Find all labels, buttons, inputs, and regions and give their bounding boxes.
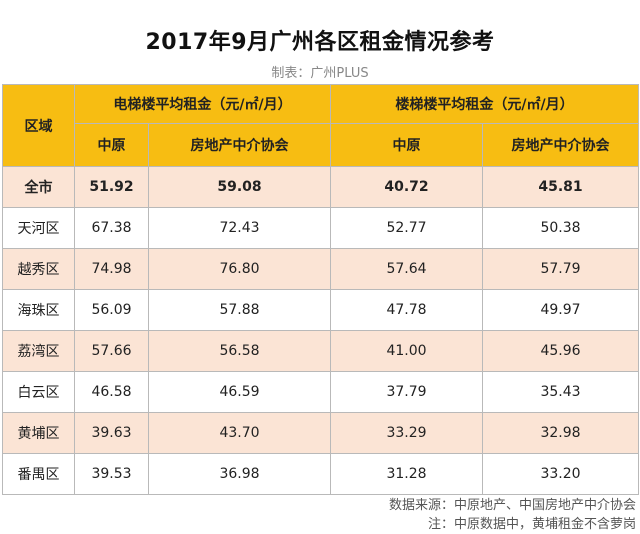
value-cell: 39.53 [74,453,149,495]
value-cell: 45.81 [482,166,640,208]
data-source-note: 数据来源：中原地产、中国房地产中介协会 [388,498,636,513]
header-row-2: 中原 房地产中介协会 中原 房地产中介协会 [3,123,640,167]
value-cell: 32.98 [482,412,640,454]
table-row: 番禺区 39.53 36.98 31.28 33.20 [2,453,640,495]
region-cell: 全市 [2,166,75,208]
value-cell: 57.79 [482,248,640,290]
value-cell: 57.64 [330,248,484,290]
value-cell: 51.92 [74,166,149,208]
value-cell: 56.58 [147,330,332,372]
value-cell: 74.98 [74,248,149,290]
value-cell: 72.43 [147,207,332,249]
region-cell: 黄埔区 [2,412,75,454]
value-cell: 56.09 [74,289,149,331]
table-row: 全市 51.92 59.08 40.72 45.81 [2,166,640,208]
header-sub-association: 房地产中介协会 [482,123,640,167]
value-cell: 57.66 [74,330,149,372]
value-cell: 67.38 [74,207,149,249]
page-title: 2017年9月广州各区租金情况参考 [145,30,495,55]
header-stair-group: 楼梯楼平均租金（元/㎡/月） [330,84,640,124]
region-cell: 海珠区 [2,289,75,331]
header-sub-zhongyuan: 中原 [330,123,484,167]
value-cell: 33.20 [482,453,640,495]
value-cell: 76.80 [147,248,332,290]
maker-credit: 制表：广州PLUS [271,66,369,81]
value-cell: 41.00 [330,330,484,372]
value-cell: 39.63 [74,412,149,454]
value-cell: 36.98 [147,453,332,495]
region-cell: 番禺区 [2,453,75,495]
value-cell: 46.58 [74,371,149,413]
header-sub-zhongyuan: 中原 [74,123,149,167]
region-cell: 荔湾区 [2,330,75,372]
value-cell: 49.97 [482,289,640,331]
table-row: 白云区 46.58 46.59 37.79 35.43 [2,371,640,413]
value-cell: 57.88 [147,289,332,331]
value-cell: 46.59 [147,371,332,413]
value-cell: 50.38 [482,207,640,249]
value-cell: 52.77 [330,207,484,249]
table-row: 越秀区 74.98 76.80 57.64 57.79 [2,248,640,290]
value-cell: 33.29 [330,412,484,454]
rent-table: 区域 电梯楼平均租金（元/㎡/月） 楼梯楼平均租金（元/㎡/月） 中原 房地产中… [2,84,640,495]
header-sub-association: 房地产中介协会 [147,123,332,167]
table-row: 荔湾区 57.66 56.58 41.00 45.96 [2,330,640,372]
value-cell: 45.96 [482,330,640,372]
value-cell: 43.70 [147,412,332,454]
header-elevator-group: 电梯楼平均租金（元/㎡/月） [73,84,332,124]
region-cell: 天河区 [2,207,75,249]
header-row-1: 区域 电梯楼平均租金（元/㎡/月） 楼梯楼平均租金（元/㎡/月） [2,84,640,167]
region-cell: 白云区 [2,371,75,413]
value-cell: 31.28 [330,453,484,495]
region-cell: 越秀区 [2,248,75,290]
footnote: 注：中原数据中，黄埔租金不含萝岗 [427,517,636,532]
header-region: 区域 [2,84,75,167]
value-cell: 40.72 [330,166,484,208]
table-row: 海珠区 56.09 57.88 47.78 49.97 [2,289,640,331]
value-cell: 35.43 [482,371,640,413]
table-row: 天河区 67.38 72.43 52.77 50.38 [2,207,640,249]
value-cell: 59.08 [147,166,332,208]
table-row: 黄埔区 39.63 43.70 33.29 32.98 [2,412,640,454]
value-cell: 37.79 [330,371,484,413]
value-cell: 47.78 [330,289,484,331]
